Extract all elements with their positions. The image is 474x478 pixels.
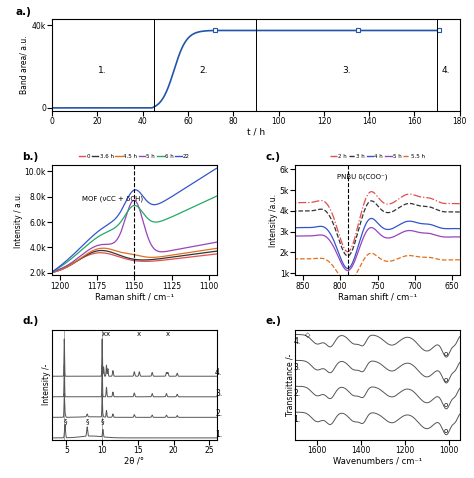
Text: 3.: 3. — [215, 389, 222, 398]
Y-axis label: Intensity /a.u.: Intensity /a.u. — [269, 194, 278, 247]
Text: x: x — [137, 331, 141, 337]
Text: 1.: 1. — [98, 66, 106, 75]
Text: 2.: 2. — [200, 66, 208, 75]
X-axis label: t / h: t / h — [247, 128, 265, 137]
Text: 2.: 2. — [215, 409, 222, 418]
Text: 2.: 2. — [293, 389, 301, 398]
X-axis label: Wavenumbers / cm⁻¹: Wavenumbers / cm⁻¹ — [333, 456, 422, 466]
Text: d.): d.) — [23, 316, 39, 326]
Text: x: x — [106, 331, 110, 337]
Text: 1.: 1. — [215, 430, 222, 439]
Text: MOF (νCC + δCH): MOF (νCC + δCH) — [82, 196, 143, 202]
Y-axis label: Intensity / a.u.: Intensity / a.u. — [14, 193, 23, 248]
Text: o: o — [443, 402, 447, 409]
X-axis label: 2θ /°: 2θ /° — [124, 456, 144, 466]
Legend: 2 h, 3 h, 4 h, 5 h, 5.5 h: 2 h, 3 h, 4 h, 5 h, 5.5 h — [329, 152, 426, 160]
Text: o: o — [443, 428, 447, 435]
Text: §: § — [85, 419, 89, 424]
Text: 3.: 3. — [342, 66, 351, 75]
X-axis label: Raman shift / cm⁻¹: Raman shift / cm⁻¹ — [95, 292, 174, 301]
Text: 4.: 4. — [293, 337, 301, 346]
Text: x: x — [101, 331, 106, 337]
Text: x: x — [166, 331, 170, 337]
Text: 1.: 1. — [293, 414, 301, 424]
Text: 3.: 3. — [293, 363, 301, 372]
Y-axis label: Transmittance /-: Transmittance /- — [285, 353, 294, 416]
Text: a.): a.) — [16, 7, 31, 17]
Text: b.): b.) — [23, 152, 39, 162]
Text: o: o — [443, 351, 447, 357]
Text: ◇: ◇ — [305, 332, 310, 338]
Legend: 0, 3.6 h, 4.5 h, 5 h, 6 h, 22: 0, 3.6 h, 4.5 h, 5 h, 6 h, 22 — [78, 152, 191, 160]
Text: e.): e.) — [266, 316, 282, 326]
Y-axis label: Intensity /-: Intensity /- — [42, 364, 51, 405]
Text: c.): c.) — [266, 152, 281, 162]
Text: o: o — [443, 377, 447, 382]
X-axis label: Raman shift / cm⁻¹: Raman shift / cm⁻¹ — [338, 292, 417, 301]
Text: 4.: 4. — [215, 368, 222, 377]
Text: 4.: 4. — [442, 66, 450, 75]
Y-axis label: Band area/ a.u.: Band area/ a.u. — [20, 36, 29, 94]
Text: PNBU δ(COO⁻): PNBU δ(COO⁻) — [337, 174, 387, 180]
Text: §: § — [63, 419, 67, 424]
Text: §: § — [101, 419, 105, 424]
